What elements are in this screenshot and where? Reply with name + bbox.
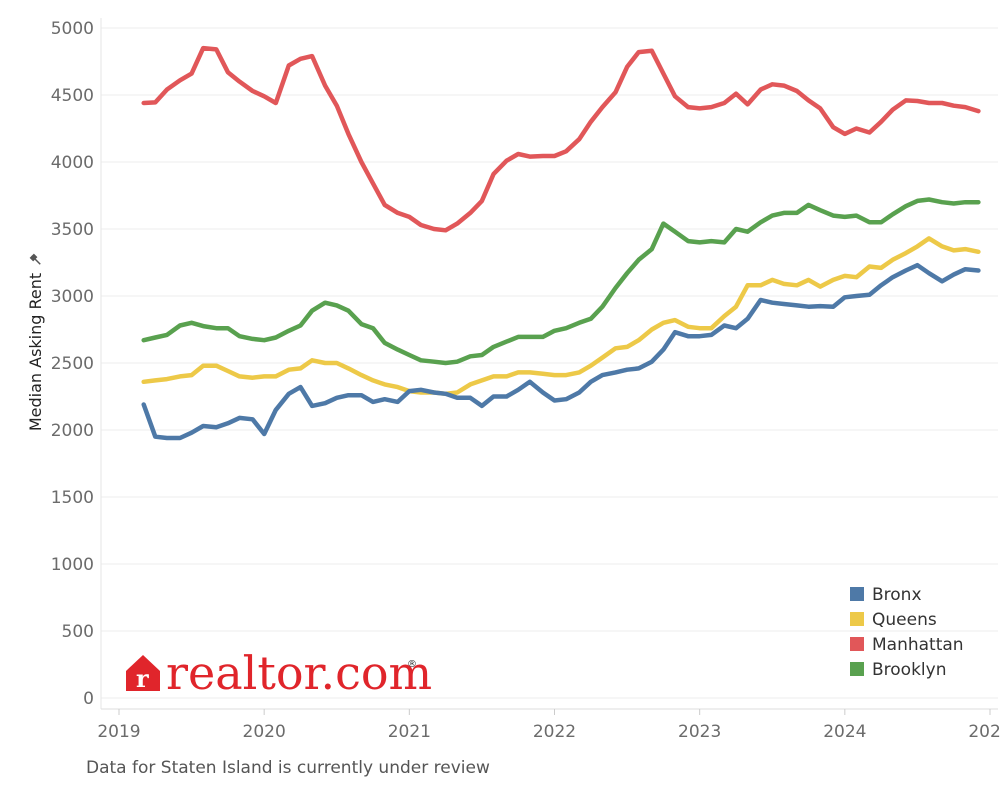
legend-label-brooklyn[interactable]: Brooklyn [872,660,946,680]
y-tick-label: 4000 [51,153,94,173]
realtor-logo: r realtor.com ® [126,646,432,700]
y-axis-label: Median Asking Rent [26,273,45,431]
x-tick-label: 2024 [823,722,866,742]
x-axis: 2019 2020 2021 2022 2023 2024 2025 [97,708,1000,742]
y-tick-label: 2500 [51,354,94,374]
y-tick-label: 3000 [51,287,94,307]
x-tick-label: 2022 [533,722,576,742]
legend-label-bronx[interactable]: Bronx [872,585,922,605]
x-tick-label: 2023 [678,722,721,742]
y-tick-label: 1000 [51,555,94,575]
legend-swatch-bronx [850,587,864,601]
y-tick-label: 2000 [51,421,94,441]
series-line-queens[interactable] [141,236,981,397]
y-tick-label: 0 [83,689,94,709]
x-tick-label: 2021 [388,722,431,742]
series-line-brooklyn[interactable] [141,197,981,366]
series-line-manhattan[interactable] [141,45,981,233]
y-tick-label: 4500 [51,86,94,106]
legend-swatch-manhattan [850,637,864,651]
x-tick-label: 2019 [97,722,140,742]
x-tick-label: 2020 [243,722,286,742]
footnote: Data for Staten Island is currently unde… [86,758,490,778]
series-line-bronx[interactable] [141,262,981,441]
legend-swatch-brooklyn [850,662,864,676]
x-tick-label: 2025 [968,722,1000,742]
y-tick-label: 3500 [51,220,94,240]
legend: Bronx Queens Manhattan Brooklyn [850,585,964,680]
logo-mark-letter: r [136,664,149,693]
y-tick-label: 1500 [51,488,94,508]
y-tick-label: 500 [62,622,94,642]
series-lines [141,45,981,441]
house-logo-icon [126,655,160,691]
legend-swatch-queens [850,612,864,626]
gridlines [101,27,998,699]
logo-trademark: ® [407,659,417,670]
legend-label-manhattan[interactable]: Manhattan [872,635,964,655]
logo-wordmark: realtor.com [166,646,432,700]
legend-label-queens[interactable]: Queens [872,610,937,630]
y-axis-title: Median Asking Rent [26,253,45,431]
y-tick-label: 5000 [51,19,94,39]
y-axis: 0 500 1000 1500 2000 2500 3000 3500 4000 4500 5000 [51,18,102,709]
pin-icon[interactable] [29,253,43,267]
